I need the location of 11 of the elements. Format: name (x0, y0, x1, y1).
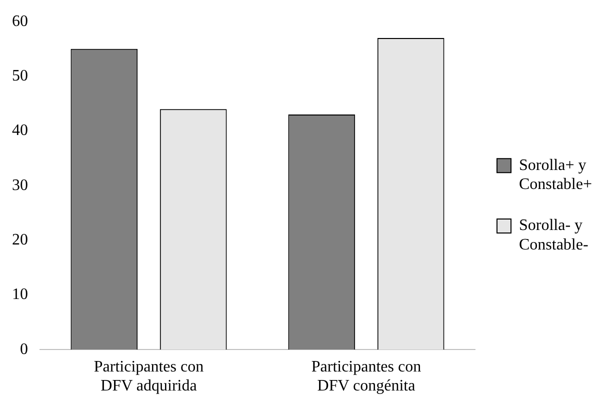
x-tick-label: Participantes con DFV congénita (311, 358, 422, 395)
y-tick-label: 10 (12, 286, 28, 304)
y-tick-label: 0 (20, 340, 28, 358)
y-tick-label: 60 (12, 12, 28, 30)
legend-label: Sorolla+ y Constable+ (518, 156, 592, 194)
y-tick-label: 40 (12, 122, 28, 140)
y-tick-label: 30 (12, 176, 28, 194)
y-tick-label: 50 (12, 67, 28, 84)
legend-label: Sorolla- y Constable- (518, 217, 588, 254)
y-tick-label: 20 (12, 231, 28, 248)
x-tick-label: Participantes con DFV adquirida (94, 358, 204, 395)
